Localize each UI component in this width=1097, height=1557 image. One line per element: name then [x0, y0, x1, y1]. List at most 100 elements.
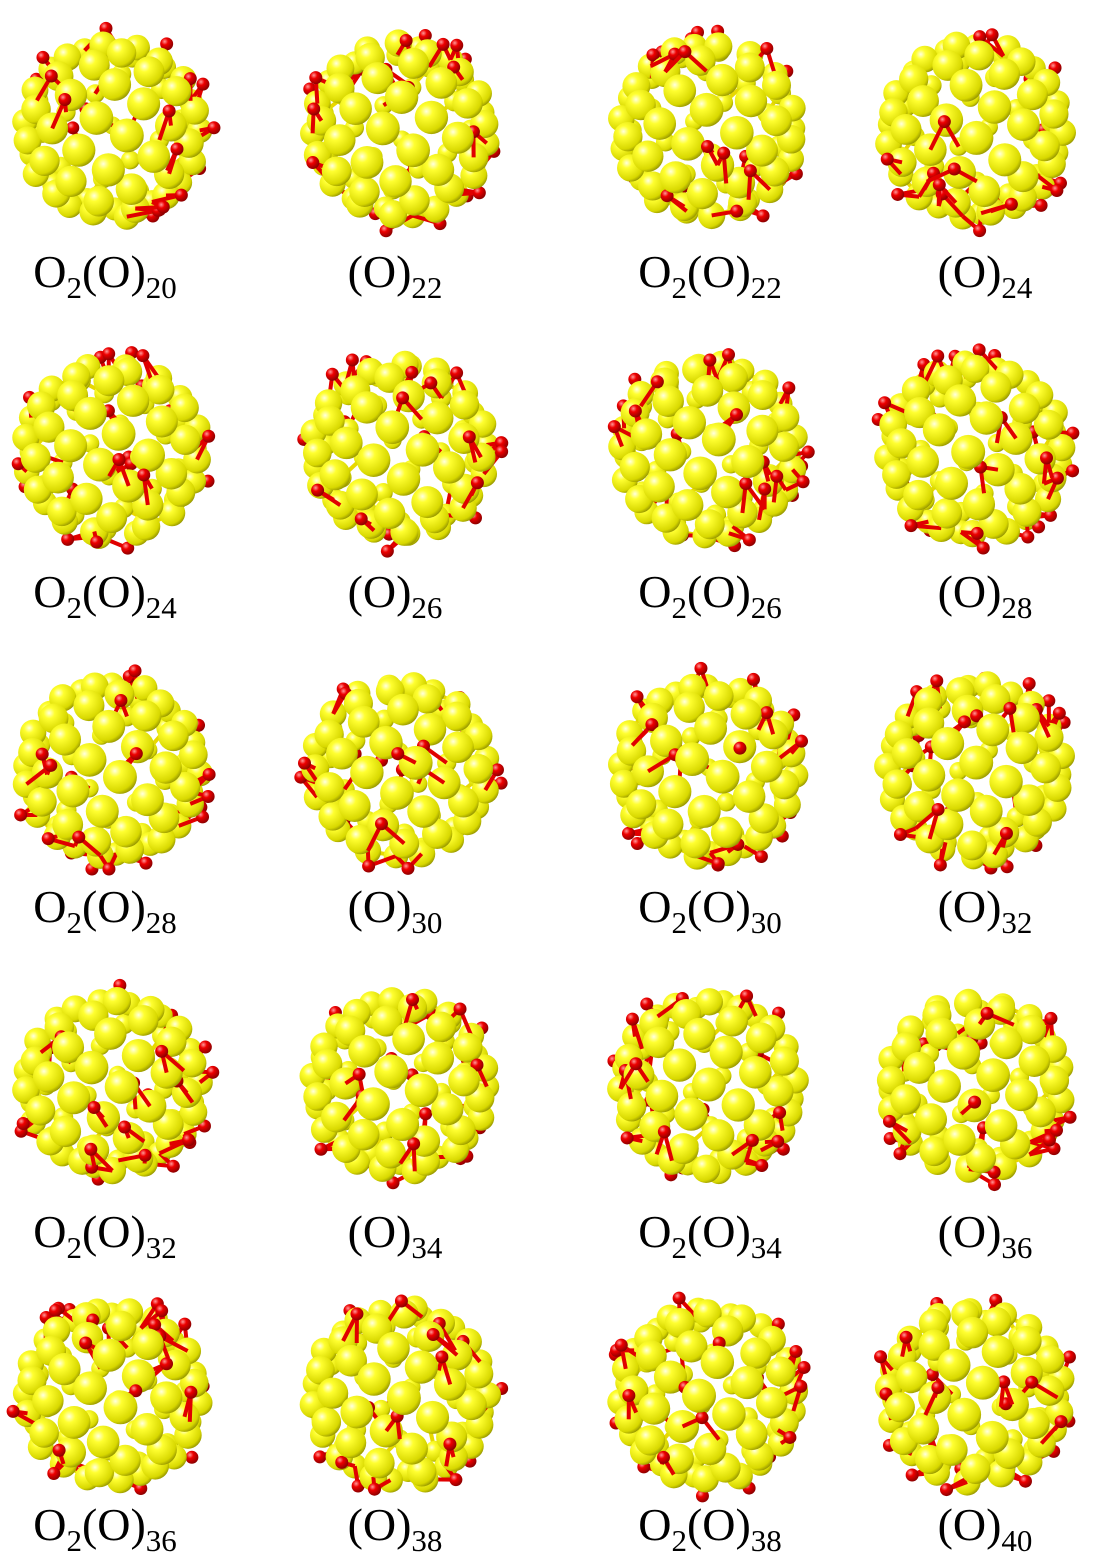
- gold-atom: [710, 1036, 743, 1069]
- gold-atom: [654, 438, 687, 471]
- gold-atom: [348, 1035, 381, 1068]
- gold-atom: [453, 1033, 483, 1063]
- gold-atom: [964, 40, 994, 70]
- gold-atom: [103, 760, 137, 794]
- gold-atom: [687, 178, 718, 209]
- figure: O2(O)20(O)22O2(O)22(O)24O2(O)24(O)26O2(O…: [0, 0, 1097, 1557]
- oxygen-atom: [391, 747, 404, 760]
- label-subscript: 22: [411, 270, 442, 305]
- cluster-label: (O)24: [938, 246, 1033, 305]
- gold-atom: [746, 415, 778, 447]
- oxygen-atom: [450, 366, 463, 379]
- oxygen-atom: [758, 483, 771, 496]
- gold-atom: [36, 113, 68, 145]
- gold-atom: [903, 480, 933, 510]
- gold-atom: [132, 439, 165, 472]
- gold-atom: [150, 1381, 182, 1413]
- gold-atom: [92, 153, 125, 186]
- gold-atom: [340, 1396, 373, 1429]
- oxygen-atom: [1064, 1111, 1077, 1124]
- gold-atom: [127, 87, 160, 120]
- oxygen-atom: [309, 71, 322, 84]
- oxygen-atom: [72, 831, 85, 844]
- oxygen-atom: [640, 997, 653, 1010]
- gold-atom: [761, 105, 792, 136]
- oxygen-atom: [948, 163, 961, 176]
- label-subscript: 30: [411, 905, 442, 940]
- cluster: [300, 987, 500, 1189]
- gold-atom: [385, 81, 418, 114]
- oxygen-atom: [1066, 464, 1079, 477]
- oxygen-atom: [977, 542, 990, 555]
- oxygen-atom: [355, 512, 368, 525]
- oxygen-atom: [44, 759, 57, 772]
- gold-atom: [122, 1039, 155, 1072]
- gold-atom: [62, 134, 95, 167]
- gold-atom: [70, 483, 102, 515]
- oxygen-atom: [798, 1361, 811, 1374]
- oxygen-atom: [891, 188, 904, 201]
- gold-atom: [982, 1335, 1015, 1368]
- oxygen-atom: [1040, 451, 1053, 464]
- gold-atom: [985, 1109, 1018, 1142]
- oxygen-atom: [658, 1125, 671, 1138]
- label-subscript: 20: [146, 270, 177, 305]
- gold-atom: [92, 710, 125, 743]
- oxygen-atom: [629, 404, 642, 417]
- gold-atom: [658, 775, 691, 808]
- oxygen-atom: [307, 102, 320, 115]
- label-text: O: [638, 566, 671, 617]
- gold-atom: [748, 380, 778, 410]
- gold-atom: [414, 713, 447, 746]
- gold-atom: [415, 101, 448, 134]
- oxygen-atom: [874, 1350, 887, 1363]
- label-text: O: [33, 1206, 66, 1257]
- gold-atom: [83, 448, 117, 482]
- oxygen-atom: [730, 205, 743, 218]
- label-text: (O): [687, 1499, 751, 1550]
- cluster: [297, 351, 508, 558]
- oxygen-atom: [988, 1178, 1001, 1191]
- oxygen-atom: [722, 348, 735, 361]
- gold-atom: [915, 1103, 947, 1135]
- oxygen-atom: [185, 1451, 198, 1464]
- cluster: [875, 28, 1076, 237]
- oxygen-atom: [621, 1131, 634, 1144]
- gold-atom: [452, 88, 483, 119]
- gold-atom: [770, 1046, 799, 1075]
- label-text: (O): [348, 881, 412, 932]
- label-subscript: 34: [411, 1230, 443, 1265]
- cluster-label: (O)30: [348, 881, 443, 940]
- gold-atom: [882, 460, 911, 489]
- gold-atom: [330, 427, 362, 459]
- oxygen-atom: [755, 1159, 768, 1172]
- cluster: [877, 989, 1077, 1191]
- gold-atom: [102, 417, 136, 451]
- gold-atom: [751, 751, 783, 783]
- label-text: (O): [82, 881, 146, 932]
- gold-atom: [976, 713, 1009, 746]
- gold-atom: [54, 429, 87, 462]
- gold-atom: [366, 111, 400, 145]
- oxygen-atom: [36, 51, 49, 64]
- gold-atom: [980, 371, 1011, 402]
- gold-atom: [683, 456, 717, 490]
- oxygen-atom: [49, 1304, 62, 1317]
- oxygen-atom: [199, 1041, 212, 1054]
- oxygen-atom: [770, 470, 783, 483]
- gold-atom: [98, 68, 131, 101]
- gold-atom: [927, 1069, 960, 1102]
- gold-atom: [663, 1048, 696, 1081]
- gold-atom: [891, 114, 922, 145]
- oxygen-atom: [931, 349, 944, 362]
- label-text: (O): [82, 1499, 146, 1550]
- gold-atom: [442, 702, 472, 732]
- oxygen-atom: [940, 1483, 953, 1496]
- label-subscript: 36: [146, 1523, 177, 1557]
- label-subscript: 2: [66, 1230, 82, 1265]
- gold-atom: [970, 401, 1003, 434]
- gold-atom: [134, 56, 165, 87]
- gold-atom: [137, 140, 170, 173]
- cluster-label: (O)38: [348, 1499, 443, 1557]
- oxygen-atom: [968, 1096, 981, 1109]
